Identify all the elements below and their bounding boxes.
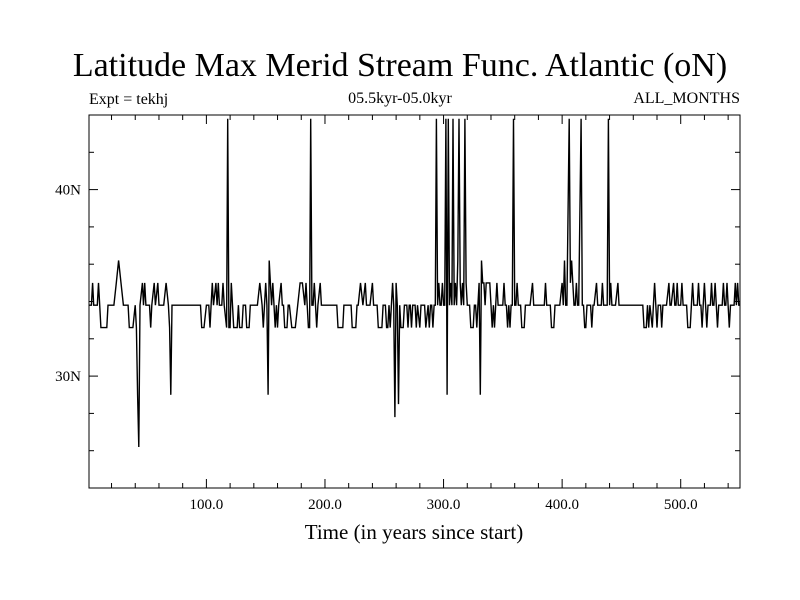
chart-title: Latitude Max Merid Stream Func. Atlantic… [72, 47, 728, 84]
x-axis-label: Time (in years since start) [305, 520, 524, 544]
months-label: ALL_MONTHS [633, 90, 740, 107]
x-tick-label: 200.0 [308, 497, 342, 513]
plot-frame [88, 114, 741, 489]
axis-tick-labels: 100.0 200.0 300.0 400.0 500.0 30N 40N [55, 183, 697, 513]
series-line [89, 118, 740, 448]
period-label: 05.5kyr-05.0kyr [348, 90, 452, 107]
experiment-label: Expt = tekhj [89, 91, 169, 108]
x-tick-label: 500.0 [664, 497, 698, 513]
x-tick-label: 100.0 [190, 497, 224, 513]
y-tick-label: 40N [55, 183, 81, 199]
x-tick-label: 300.0 [427, 497, 461, 513]
y-tick-label: 30N [55, 369, 81, 385]
axis-ticks [89, 114, 740, 488]
x-tick-label: 400.0 [545, 497, 579, 513]
